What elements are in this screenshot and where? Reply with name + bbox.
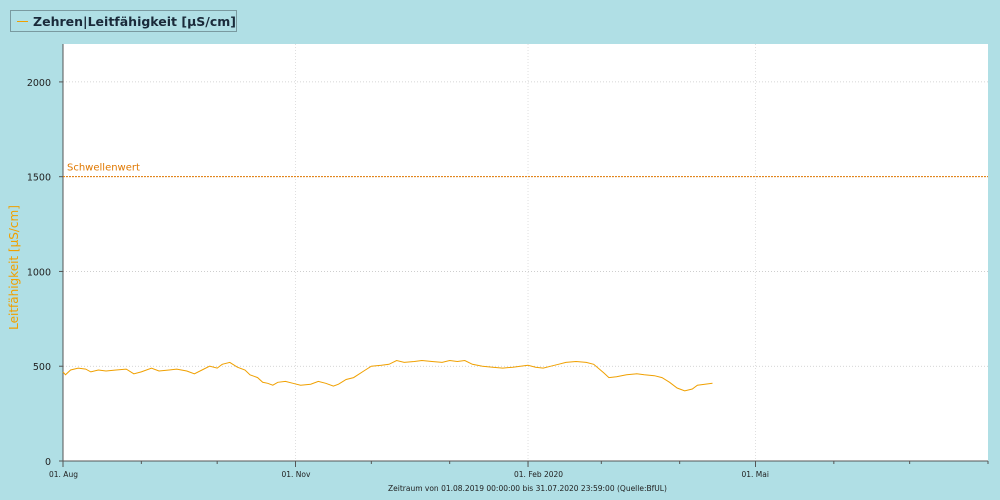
legend: Zehren|Leitfähigkeit [µS/cm] bbox=[10, 10, 237, 32]
threshold-label: Schwellenwert bbox=[67, 163, 140, 174]
axis-layer: 0 500 1000 1500 2000 01. Aug 01. Nov 01. Feb 20… bbox=[27, 44, 989, 479]
y-tick-label: 0 bbox=[45, 457, 51, 468]
x-tick-label: 01. Feb 2020 bbox=[514, 470, 563, 479]
x-tick-label: 01. Aug bbox=[49, 470, 78, 479]
legend-label: Zehren|Leitfähigkeit [µS/cm] bbox=[33, 13, 236, 29]
footer-text: Zeitraum von 01.08.2019 00:00:00 bis 31.… bbox=[388, 484, 667, 493]
y-axis-label: Leitfähigkeit [µS/cm] bbox=[7, 205, 21, 330]
y-tick-label: 1500 bbox=[27, 173, 51, 184]
x-tick-label: 01. Nov bbox=[282, 470, 312, 479]
x-tick-label: 01. Mai bbox=[741, 470, 768, 479]
y-tick-label: 2000 bbox=[27, 78, 51, 89]
series-line bbox=[62, 359, 713, 392]
y-tick-label: 500 bbox=[33, 362, 51, 373]
legend-line-swatch bbox=[17, 20, 29, 22]
y-tick-label: 1000 bbox=[27, 267, 51, 278]
plot-area bbox=[63, 44, 988, 461]
